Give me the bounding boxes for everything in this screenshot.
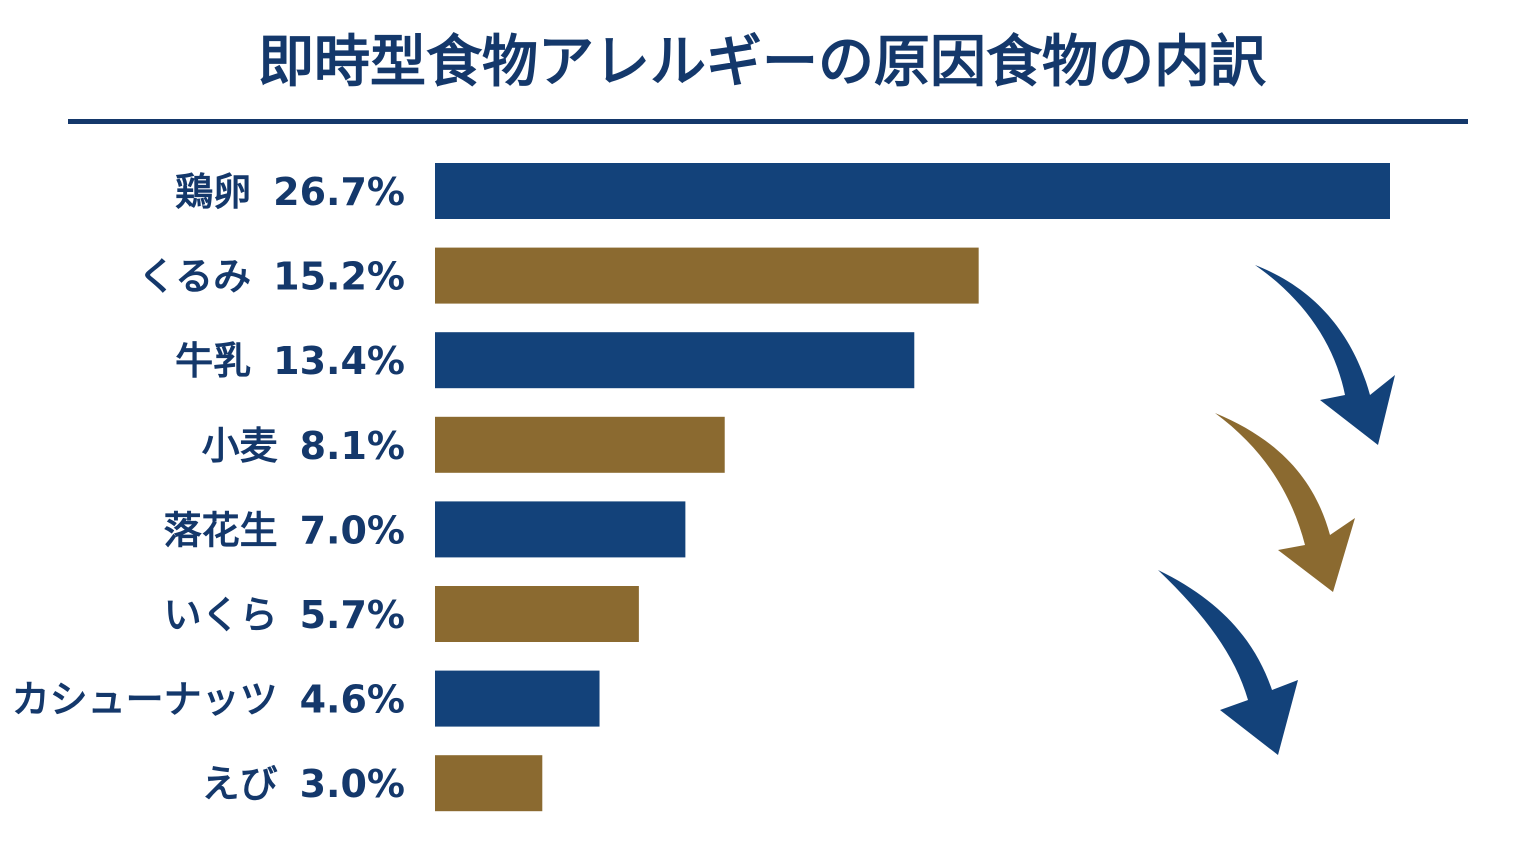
category-label: 鶏卵 [175,170,251,214]
arrow [1215,413,1355,592]
title-underline [68,119,1468,124]
value-label: 13.4% [273,339,405,383]
value-label: 4.6% [300,677,405,721]
bar [435,247,979,304]
bar-label: えび 3.0% [202,762,405,806]
bar-label: 落花生 7.0% [164,508,405,552]
value-label: 5.7% [300,593,405,637]
bar [435,755,543,812]
value-label: 8.1% [300,423,405,467]
category-label: いくら [164,593,278,637]
category-label: 小麦 [202,423,278,467]
bar [435,416,725,473]
bar [435,163,1390,219]
category-label: 落花生 [164,508,278,552]
bar [435,332,915,389]
bar-label: 小麦 8.1% [202,423,405,467]
arrow [1158,570,1298,755]
bar-label: くるみ 15.2% [138,254,405,298]
category-label: 牛乳 [175,339,251,383]
value-label: 26.7% [273,170,405,214]
category-label: カシューナッツ [12,677,278,721]
bar [435,670,600,727]
bar-label: いくら 5.7% [164,593,405,637]
value-label: 15.2% [273,254,405,298]
value-label: 3.0% [300,762,405,806]
bar-label: 鶏卵 26.7% [175,170,405,214]
bar-label: 牛乳 13.4% [175,339,405,383]
bar-label: カシューナッツ 4.6% [12,677,405,721]
value-label: 7.0% [300,508,405,552]
bar [435,586,639,642]
category-label: くるみ [138,254,251,298]
decorative-arrows [1158,265,1395,755]
chart-title: 即時型食物アレルギーの原因食物の内訳 [258,30,1267,95]
bar [435,501,686,558]
arrow [1255,265,1395,445]
category-label: えび [202,762,278,806]
